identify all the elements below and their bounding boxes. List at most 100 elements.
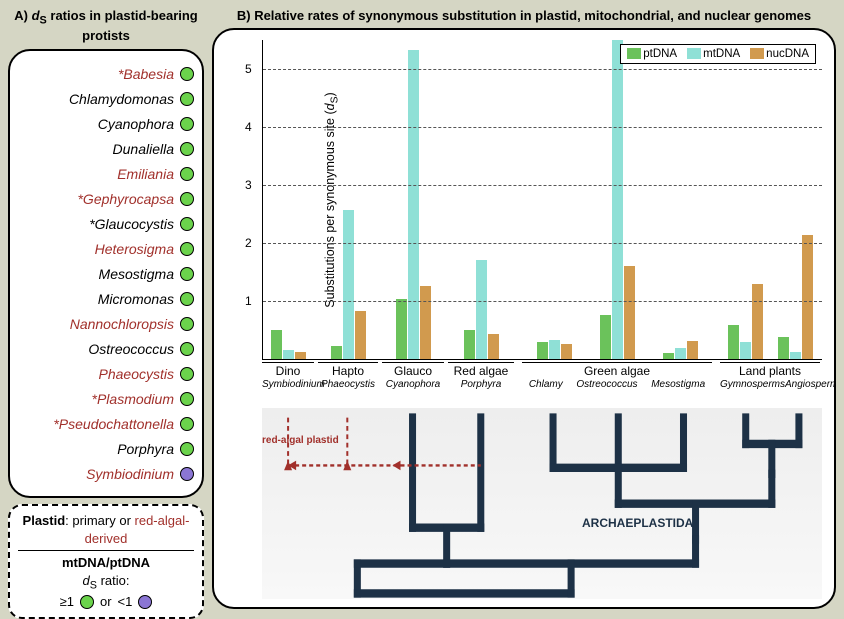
species-name: Micromonas: [98, 292, 174, 306]
bar-pt: [778, 337, 789, 359]
gridline: [263, 185, 822, 186]
species-row: Dunaliella: [14, 136, 194, 161]
bar-mt: [343, 210, 354, 358]
species-name: *Gephyrocapsa: [77, 192, 174, 206]
x-group-subs: Porphyra: [448, 379, 514, 390]
ratio-dot: [180, 217, 194, 231]
x-group-subs: Cyanophora: [382, 379, 444, 390]
bar-pt: [396, 299, 407, 358]
bar-mt: [283, 350, 294, 359]
gridline: [263, 127, 822, 128]
bar-nuc: [687, 341, 698, 358]
ratio-dot: [180, 317, 194, 331]
bar-mt: [476, 260, 487, 359]
legend-swatch: [627, 48, 641, 59]
bar-nuc: [561, 344, 572, 359]
x-group: DinoSymbiodinium: [262, 362, 314, 390]
x-sub-label: Phaeocystis: [321, 379, 375, 390]
x-group-name: Hapto: [318, 364, 378, 378]
bar-nuc: [355, 311, 366, 359]
tree-area: red-algal plastid ARCHAEPLASTIDA: [262, 408, 822, 599]
x-group-subs: ChlamyOstreococcusMesostigma: [522, 379, 712, 390]
species-row: Nannochloropsis: [14, 311, 194, 336]
panel-b-frame: Substitutions per synonymous site (dS) p…: [212, 28, 836, 609]
legend-item-pt: ptDNA: [627, 48, 677, 60]
x-sub-label: Mesostigma: [651, 379, 705, 390]
x-sub-label: Ostreococcus: [576, 379, 637, 390]
ytick-label: 1: [245, 294, 252, 308]
species-row: Porphyra: [14, 436, 194, 461]
bar-pt: [464, 330, 475, 359]
red-algal-plastid-label: red-algal plastid: [262, 436, 339, 446]
panel-a: A) dS ratios in plastid-bearing protists…: [8, 8, 204, 609]
species-row: Cyanophora: [14, 111, 194, 136]
bar-group: [537, 340, 572, 359]
bar-mt: [675, 348, 686, 358]
x-group-name: Green algae: [522, 364, 712, 378]
bar-group: [331, 210, 366, 358]
bar-group: [728, 284, 763, 358]
species-name: *Glaucocystis: [89, 217, 174, 231]
species-row: Heterosigma: [14, 236, 194, 261]
x-sub-label: Angiosperms: [785, 379, 836, 390]
ratio-dot: [180, 467, 194, 481]
bar-group: [271, 330, 306, 359]
plot: ptDNAmtDNAnucDNA 12345: [262, 40, 822, 360]
chart-legend: ptDNAmtDNAnucDNA: [620, 44, 816, 64]
x-group: GlaucoCyanophora: [382, 362, 444, 390]
gridline: [263, 69, 822, 70]
x-group-subs: Symbiodinium: [262, 379, 314, 390]
species-name: *Pseudochattonella: [53, 417, 174, 431]
ytick-label: 2: [245, 236, 252, 250]
species-name: Nannochloropsis: [70, 317, 174, 331]
species-name: *Plasmodium: [92, 392, 174, 406]
species-name: Ostreococcus: [88, 342, 174, 356]
x-sub-label: Cyanophora: [386, 379, 440, 390]
legend-dot-purple: [138, 595, 152, 609]
ratio-dot: [180, 142, 194, 156]
x-group-subs: Phaeocystis: [318, 379, 378, 390]
x-group-name: Land plants: [720, 364, 820, 378]
species-row: Micromonas: [14, 286, 194, 311]
x-sub-label: Gymnosperms: [720, 379, 785, 390]
x-group: HaptoPhaeocystis: [318, 362, 378, 390]
ratio-dot: [180, 342, 194, 356]
legend-swatch: [750, 48, 764, 59]
bar-pt: [537, 342, 548, 358]
species-list: *Babesia ChlamydomonasCyanophora Dunaliell…: [8, 49, 204, 498]
gridline: [263, 301, 822, 302]
bar-group: [778, 235, 813, 358]
panel-b-title: B) Relative rates of synonymous substitu…: [212, 8, 836, 24]
x-axis: DinoSymbiodiniumHaptoPhaeocystisGlaucoCy…: [262, 362, 822, 410]
x-sub-label: Symbiodinium: [262, 379, 325, 390]
panel-b: B) Relative rates of synonymous substitu…: [212, 8, 836, 609]
species-name: Dunaliella: [113, 142, 174, 156]
bar-pt: [728, 325, 739, 359]
bar-mt: [549, 340, 560, 359]
species-row: Phaeocystis: [14, 361, 194, 386]
species-row: Emiliania: [14, 161, 194, 186]
x-group: Green algaeChlamyOstreococcusMesostigma: [522, 362, 712, 390]
bar-mt: [408, 50, 419, 358]
ratio-dot: [180, 392, 194, 406]
bar-nuc: [752, 284, 763, 358]
ratio-dot: [180, 367, 194, 381]
species-row: *Pseudochattonella: [14, 411, 194, 436]
bar-nuc: [488, 334, 499, 358]
ytick-label: 3: [245, 178, 252, 192]
species-row: Chlamydomonas: [14, 86, 194, 111]
species-name: *Babesia: [118, 67, 174, 81]
x-group-name: Red algae: [448, 364, 514, 378]
x-group: Red algaePorphyra: [448, 362, 514, 390]
ratio-dot: [180, 117, 194, 131]
species-name: Phaeocystis: [99, 367, 174, 381]
bar-nuc: [624, 266, 635, 359]
ratio-dot: [180, 92, 194, 106]
ratio-dot: [180, 242, 194, 256]
x-group: Land plantsGymnospermsAngiosperms: [720, 362, 820, 390]
bar-pt: [600, 315, 611, 359]
ytick-label: 4: [245, 120, 252, 134]
x-group-name: Dino: [262, 364, 314, 378]
bar-mt: [790, 352, 801, 359]
ytick-label: 5: [245, 62, 252, 76]
